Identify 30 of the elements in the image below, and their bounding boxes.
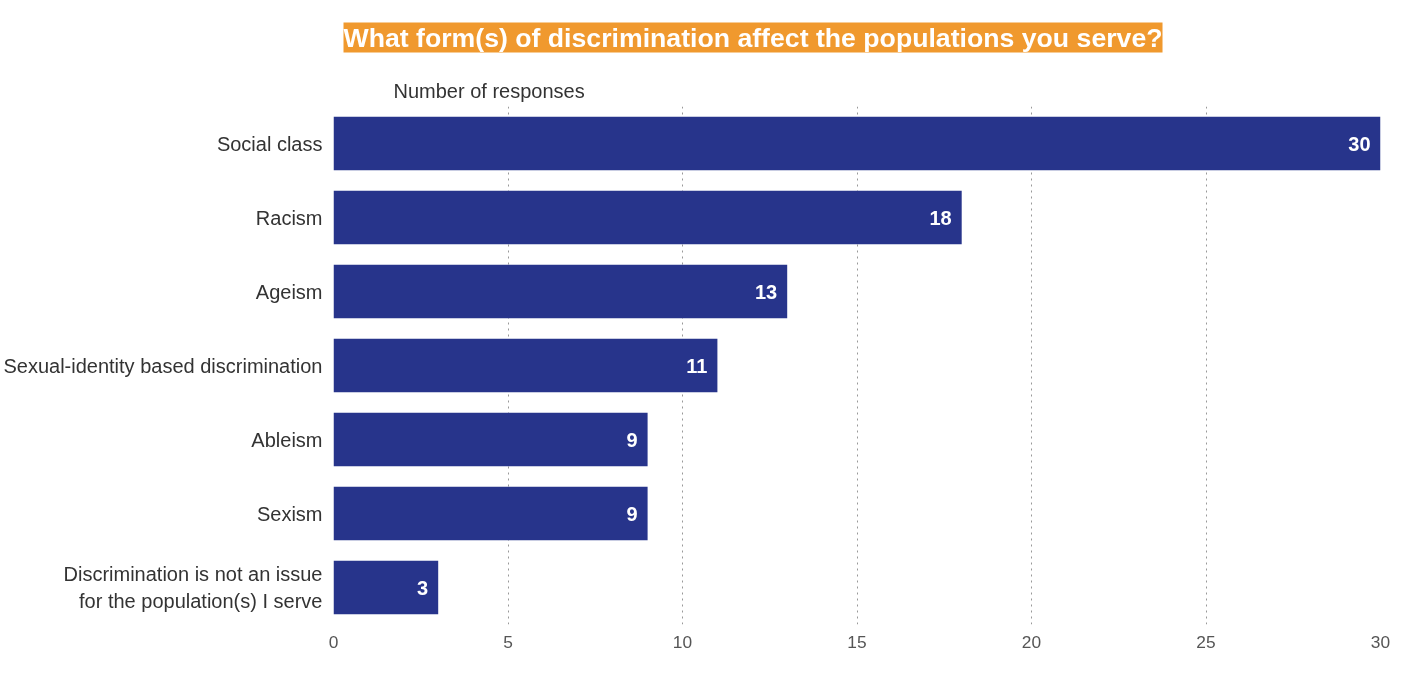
x-tick-label: 5 — [503, 631, 513, 652]
x-tick-label: 15 — [847, 631, 867, 652]
x-tick-label: 30 — [1370, 631, 1391, 652]
data-label: 30 — [1348, 132, 1371, 155]
data-label: 13 — [754, 280, 778, 303]
x-tick-label: 0 — [328, 631, 339, 652]
bar — [333, 560, 439, 615]
x-tick-label: 25 — [1196, 631, 1216, 652]
bar — [333, 412, 648, 467]
y-tick-label: Ableism — [251, 428, 323, 451]
y-tick-label: Sexism — [256, 502, 323, 525]
bar — [333, 338, 718, 393]
data-label: 11 — [686, 354, 708, 377]
bar — [333, 116, 1381, 171]
y-tick-label: Ageism — [255, 280, 323, 303]
y-tick-label: Sexual-identity based discrimination — [3, 354, 323, 377]
data-label: 9 — [626, 428, 638, 451]
bar — [333, 190, 962, 245]
x-tick-label: 20 — [1021, 631, 1042, 652]
y-tick-label: Social class — [216, 132, 323, 155]
chart-title: What form(s) of discrimination affect the populations you serve? — [343, 22, 1163, 53]
y-tick-label: Racism — [255, 206, 323, 229]
data-label: 18 — [929, 206, 952, 229]
bar — [333, 486, 648, 541]
x-tick-label: 10 — [672, 631, 693, 652]
x-axis-title: Number of responses — [393, 79, 585, 102]
y-tick-label: Discrimination is not an issue for the population(s) I serve — [63, 563, 323, 612]
data-label: 9 — [626, 502, 638, 525]
bar — [333, 264, 788, 319]
data-label: 3 — [417, 576, 429, 599]
